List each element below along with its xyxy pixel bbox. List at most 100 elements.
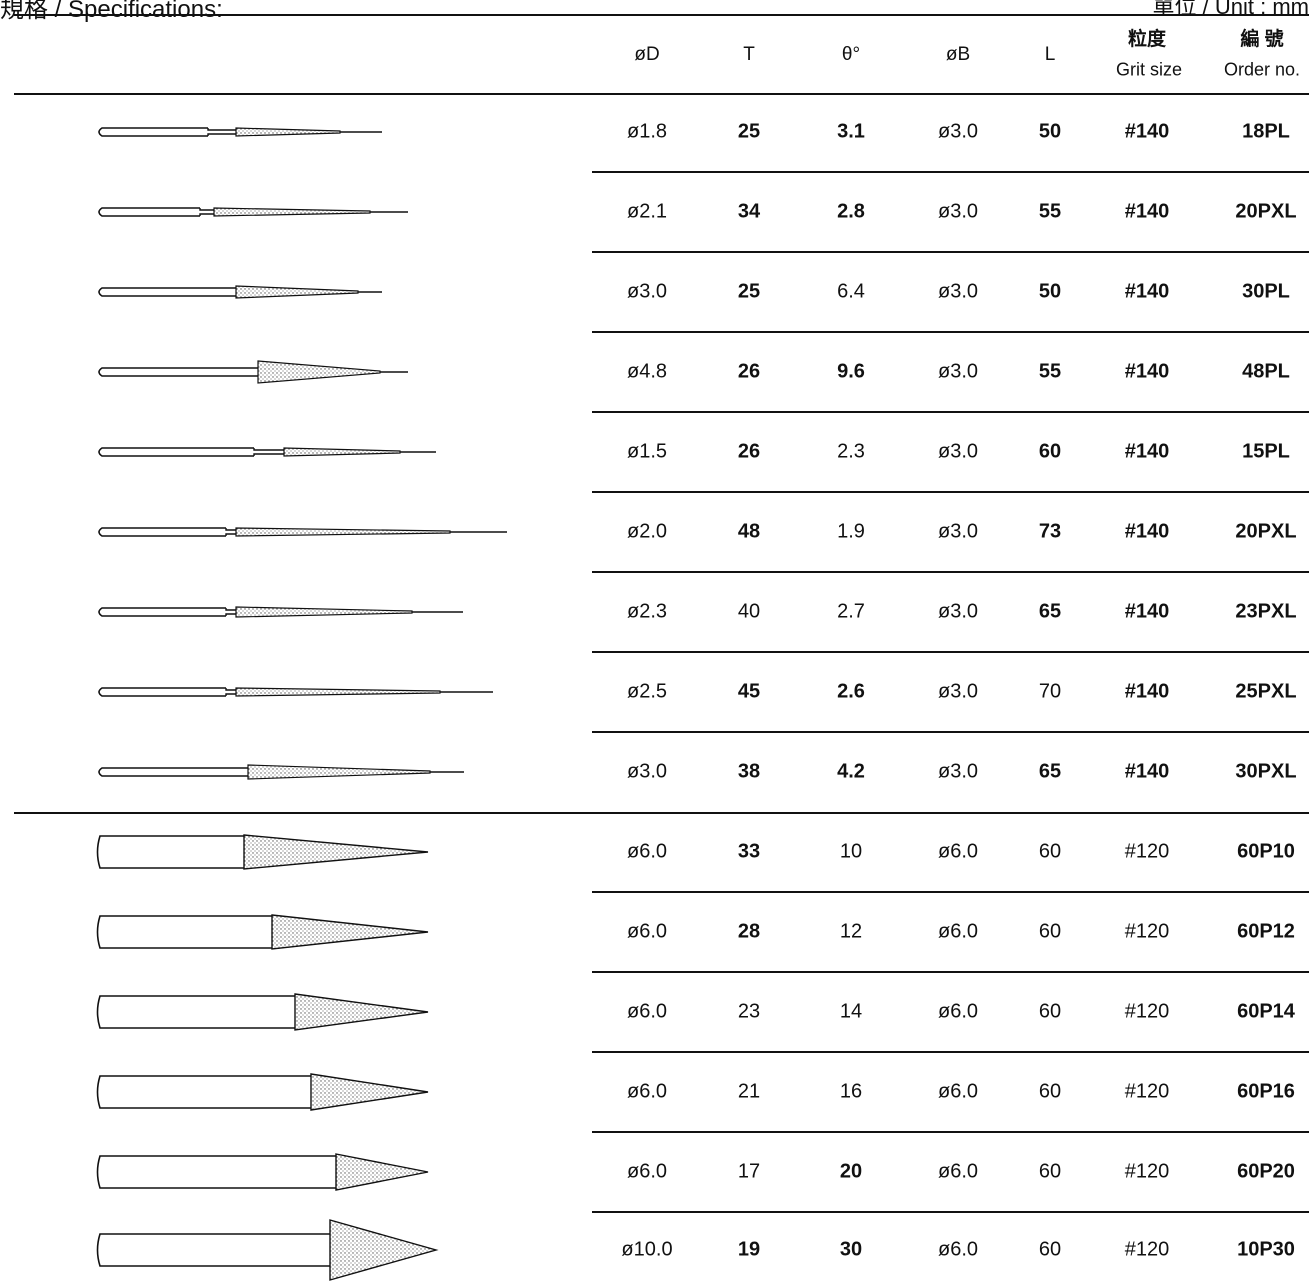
tool-neck — [225, 528, 236, 536]
cell-ob: ø3.0 — [937, 520, 979, 543]
cell-t: 34 — [737, 200, 761, 223]
cell-od: ø6.0 — [626, 920, 668, 943]
cell-od: ø6.0 — [626, 840, 668, 863]
cell-theta: 2.7 — [837, 600, 865, 623]
cell-t: 33 — [737, 840, 761, 863]
cell-theta: 2.3 — [837, 440, 865, 463]
tool-shank — [96, 835, 244, 869]
tool-coated-tip — [235, 527, 451, 537]
cell-grit: #140 — [1124, 360, 1170, 383]
row-separator — [592, 971, 1309, 973]
tool-coated-tip — [257, 360, 381, 384]
cell-order: 18PL — [1242, 120, 1290, 143]
tool-coated-tip — [271, 914, 429, 950]
cell-theta: 1.9 — [837, 520, 865, 543]
row-separator — [592, 491, 1309, 493]
cell-grit: #140 — [1124, 600, 1170, 623]
cell-t: 38 — [737, 760, 761, 783]
header-rule — [14, 93, 1309, 95]
cell-od: ø1.8 — [626, 120, 668, 143]
tool-coated-tip — [247, 764, 431, 780]
top-rule — [14, 14, 1309, 16]
cell-grit: #140 — [1124, 280, 1170, 303]
cell-grit: #140 — [1124, 440, 1170, 463]
tool-coated-tip — [235, 687, 441, 697]
tool-shank — [98, 287, 236, 297]
row-separator — [592, 731, 1309, 733]
cell-grit: #120 — [1124, 1000, 1170, 1023]
cell-ob: ø3.0 — [937, 680, 979, 703]
tool-coated-tip — [235, 285, 359, 299]
cell-theta: 6.4 — [837, 280, 865, 303]
cell-order: 60P12 — [1237, 920, 1295, 943]
cell-order: 20PXL — [1235, 200, 1297, 223]
cell-l: 60 — [1038, 840, 1062, 863]
cell-t: 19 — [737, 1238, 761, 1261]
tool-shank — [96, 1075, 311, 1109]
cell-l: 55 — [1038, 200, 1062, 223]
cell-theta: 30 — [839, 1238, 863, 1261]
row-separator — [592, 891, 1309, 893]
cell-od: ø2.0 — [626, 520, 668, 543]
cell-od: ø3.0 — [626, 760, 668, 783]
cell-t: 26 — [737, 440, 761, 463]
cell-od: ø2.3 — [626, 600, 668, 623]
cell-order: 60P10 — [1237, 840, 1295, 863]
cell-theta: 2.6 — [837, 680, 865, 703]
tool-shank — [98, 447, 254, 457]
tool-shank — [96, 915, 272, 949]
cell-t: 25 — [737, 120, 761, 143]
cell-order: 10P30 — [1237, 1238, 1295, 1261]
cell-order: 60P16 — [1237, 1080, 1295, 1103]
cell-grit: #140 — [1124, 520, 1170, 543]
group-rule — [14, 812, 1309, 814]
tool-coated-tip — [283, 447, 401, 457]
row-separator — [592, 1051, 1309, 1053]
cell-t: 26 — [737, 360, 761, 383]
header-od: øD — [634, 44, 660, 66]
tool-shank — [98, 527, 226, 537]
header-t: T — [743, 44, 755, 66]
row-separator — [592, 571, 1309, 573]
tool-coated-tip — [294, 993, 429, 1031]
cell-grit: #120 — [1124, 1238, 1170, 1261]
tool-neck — [253, 448, 284, 456]
cell-theta: 2.8 — [837, 200, 865, 223]
tool-shank — [96, 1155, 336, 1189]
cell-od: ø1.5 — [626, 440, 668, 463]
tool-shank — [98, 687, 226, 697]
row-separator — [592, 1131, 1309, 1133]
tool-neck — [225, 608, 236, 616]
cell-t: 25 — [737, 280, 761, 303]
cell-ob: ø3.0 — [937, 440, 979, 463]
cell-ob: ø3.0 — [937, 760, 979, 783]
cell-od: ø4.8 — [626, 360, 668, 383]
cell-od: ø2.1 — [626, 200, 668, 223]
cell-order: 30PXL — [1235, 760, 1297, 783]
tool-coated-tip — [310, 1073, 429, 1111]
cell-ob: ø6.0 — [937, 1160, 979, 1183]
cell-t: 28 — [737, 920, 761, 943]
header-ob: øB — [945, 44, 971, 66]
cell-grit: #120 — [1124, 1080, 1170, 1103]
tool-neck — [199, 208, 214, 216]
row-separator — [592, 411, 1309, 413]
cell-l: 65 — [1038, 760, 1062, 783]
cell-t: 17 — [737, 1160, 761, 1183]
cell-theta: 9.6 — [837, 360, 865, 383]
tool-coated-tip — [213, 207, 371, 217]
tool-coated-tip — [335, 1153, 429, 1191]
tool-coated-tip — [235, 127, 341, 137]
cell-grit: #140 — [1124, 760, 1170, 783]
cell-grit: #120 — [1124, 840, 1170, 863]
cell-ob: ø3.0 — [937, 200, 979, 223]
cell-od: ø6.0 — [626, 1160, 668, 1183]
cell-od: ø3.0 — [626, 280, 668, 303]
cell-ob: ø6.0 — [937, 1080, 979, 1103]
tool-shank — [98, 767, 248, 777]
cell-l: 60 — [1038, 920, 1062, 943]
cell-grit: #140 — [1124, 200, 1170, 223]
cell-ob: ø3.0 — [937, 280, 979, 303]
cell-order: 15PL — [1242, 440, 1290, 463]
cell-ob: ø3.0 — [937, 600, 979, 623]
